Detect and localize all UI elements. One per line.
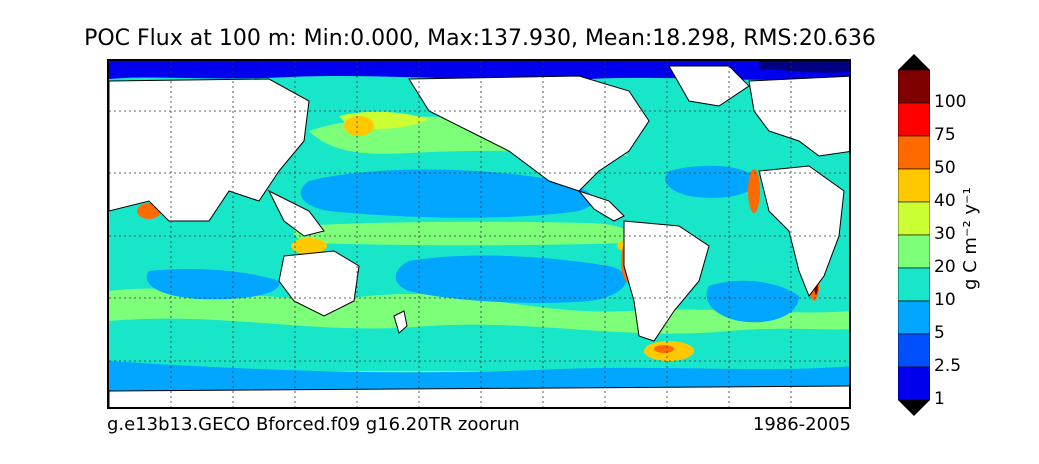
- colorbar-bin: [898, 366, 930, 401]
- colorbar: [898, 54, 930, 416]
- colorbar-tick-label: 100: [934, 92, 967, 112]
- south-atlantic-gyre: [706, 280, 799, 323]
- land-central-america: [577, 189, 625, 222]
- indian-ocean-gyre: [146, 269, 280, 300]
- colorbar-bin: [898, 234, 930, 269]
- colorbar-label: g C m⁻² y⁻¹: [960, 187, 981, 290]
- arctic-lowest: [759, 61, 849, 73]
- equatorial-pacific-band: [293, 221, 633, 246]
- colorbar-tick-label: 30: [934, 224, 956, 244]
- colorbar-bin: [898, 201, 930, 236]
- colorbar-bin: [898, 267, 930, 302]
- colorbar-bin: [898, 69, 930, 104]
- colorbar-tick-label: 20: [934, 257, 956, 277]
- land-new-zealand: [393, 310, 408, 334]
- south-pacific-gyre: [395, 255, 627, 303]
- colorbar-min-extend: [898, 400, 930, 416]
- colorbar-tick-label: 5: [934, 323, 945, 343]
- map-title: POC Flux at 100 m: Min:0.000, Max:137.93…: [84, 26, 876, 51]
- land-eurasia: [109, 78, 310, 222]
- okhotsk-high: [344, 116, 374, 136]
- colorbar-tick-label: 10: [934, 290, 956, 310]
- colorbar-tick-label: 50: [934, 158, 956, 178]
- colorbar-bin: [898, 135, 930, 170]
- land-australia: [278, 250, 360, 317]
- colorbar-bin: [898, 168, 930, 203]
- years-label: 1986-2005: [752, 414, 851, 435]
- land-europe: [748, 75, 849, 157]
- land-north-america: [408, 75, 650, 192]
- ocean-map: [109, 61, 849, 407]
- colorbar-tick-label: 75: [934, 125, 956, 145]
- land-africa: [758, 165, 845, 298]
- colorbar-max-extend: [898, 54, 930, 70]
- colorbar-tick-label: 2.5: [934, 356, 962, 376]
- canary-upwelling: [748, 169, 760, 213]
- land-se-asia: [267, 189, 325, 237]
- colorbar-bin: [898, 102, 930, 137]
- graticule: [109, 61, 849, 407]
- colorbar-tick-label: 40: [934, 191, 956, 211]
- north-pacific-gyre: [300, 169, 594, 218]
- case-name-label: g.e13b13.GECO Bforced.f09 g16.20TR zooru…: [107, 414, 520, 435]
- colorbar-tick-label: 1: [934, 389, 945, 409]
- arctic-low: [109, 61, 849, 81]
- indonesian-seas: [291, 238, 327, 254]
- patagonian-shelf-high: [654, 345, 674, 353]
- colorbar-bin: [898, 333, 930, 368]
- colorbar-segments: [898, 54, 930, 416]
- land-masses: [109, 65, 849, 407]
- north-atlantic-gyre: [665, 165, 759, 198]
- colorbar-bin: [898, 300, 930, 335]
- map-panel: [107, 59, 851, 409]
